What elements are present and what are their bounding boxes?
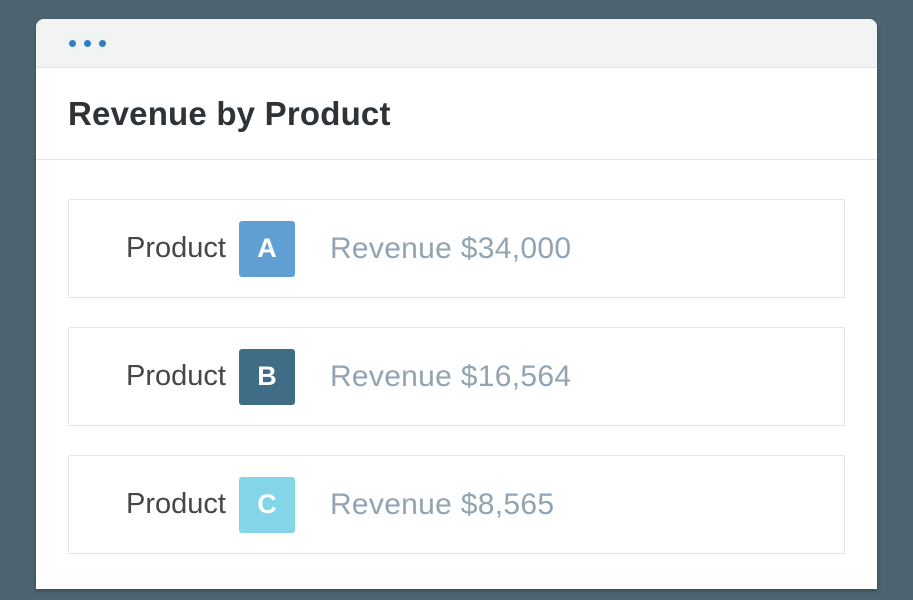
revenue-value: Revenue $16,564 <box>329 359 572 393</box>
window-menu-dots[interactable] <box>69 39 106 47</box>
product-row-a[interactable]: Product A Revenue $34,000 <box>68 199 845 298</box>
window-titlebar <box>36 19 877 68</box>
revenue-value: Revenue $34,000 <box>329 231 572 265</box>
product-label: Product <box>126 360 226 392</box>
product-badge-c: C <box>238 476 295 533</box>
page-title: Revenue by Product <box>68 94 391 132</box>
product-badge-b: B <box>238 348 295 405</box>
product-label: Product <box>126 232 226 264</box>
menu-dot-icon <box>84 39 91 47</box>
header: Revenue by Product <box>36 68 877 160</box>
revenue-value: Revenue $8,565 <box>329 487 555 521</box>
product-list: Product A Revenue $34,000 Product B Reve… <box>36 160 877 554</box>
product-badge-a: A <box>238 220 295 277</box>
app-window: Revenue by Product Product A Revenue $34… <box>36 19 877 589</box>
menu-dot-icon <box>99 39 106 47</box>
menu-dot-icon <box>69 39 76 47</box>
product-row-c[interactable]: Product C Revenue $8,565 <box>68 455 845 554</box>
product-label: Product <box>126 488 226 520</box>
product-row-b[interactable]: Product B Revenue $16,564 <box>68 327 845 426</box>
